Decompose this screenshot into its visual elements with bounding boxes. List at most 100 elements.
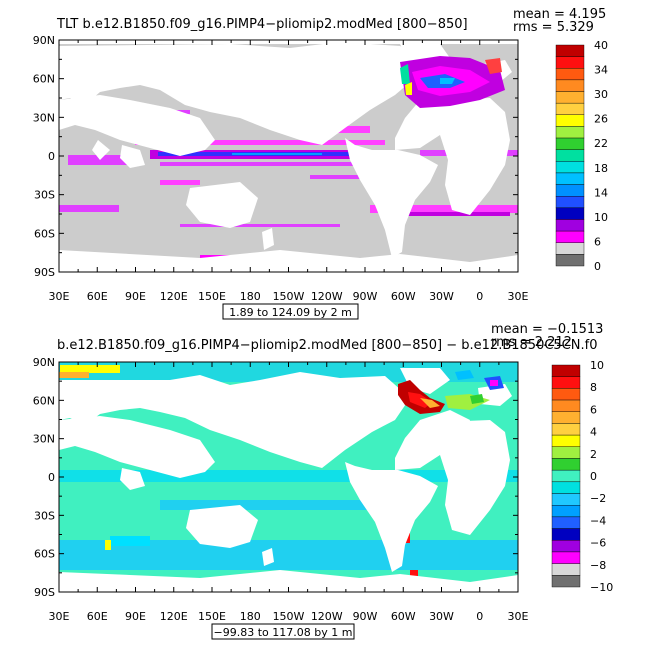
- x-tick-label: 30E: [508, 290, 529, 303]
- colorbar-label: 40: [594, 39, 608, 52]
- colorbar-cell: [551, 505, 581, 518]
- colorbar-cell: [551, 423, 581, 436]
- x-tick-label: 60E: [87, 610, 108, 623]
- panel-1-title: TLT b.e12.B1850.f09_g16.PIMP4−pliomip2.m…: [56, 17, 468, 32]
- panel-2-north-atlantic-patch: [398, 370, 504, 414]
- panel-2-map: [59, 362, 518, 592]
- colorbar-label: −10: [590, 581, 613, 594]
- panel-1-subtitle-box: [222, 303, 359, 320]
- x-tick-label: 30E: [49, 610, 70, 623]
- colorbar-label: −6: [590, 537, 606, 550]
- x-tick-label: 60E: [87, 290, 108, 303]
- colorbar-cell: [551, 540, 581, 553]
- y-tick-label: 90S: [34, 586, 55, 599]
- panel-2-land: [59, 368, 518, 592]
- y-tick-label: 60S: [34, 548, 55, 561]
- y-tick-label: 30S: [34, 189, 55, 202]
- colorbar-label: 22: [594, 137, 608, 150]
- colorbar-cell: [555, 161, 585, 174]
- colorbar-label: 6: [594, 235, 601, 248]
- panel-2-rms: rms = 2.212: [491, 335, 572, 350]
- x-tick-label: 90W: [353, 610, 378, 623]
- colorbar-cell: [555, 207, 585, 220]
- colorbar-cell: [555, 172, 585, 185]
- x-tick-label: 30E: [49, 290, 70, 303]
- colorbar-cell: [555, 196, 585, 209]
- panel-1-y-axis: 90N 60N 30N 0 30S 60S 90S: [33, 34, 518, 279]
- colorbar-cell: [551, 481, 581, 494]
- y-tick-label: 30N: [33, 433, 55, 446]
- x-tick-label: 90E: [125, 290, 146, 303]
- panel-1-land: [59, 42, 518, 272]
- x-tick-label: 30E: [508, 610, 529, 623]
- y-tick-label: 30N: [33, 111, 55, 124]
- colorbar-label: 8: [590, 381, 597, 394]
- x-tick-label: 180: [240, 290, 261, 303]
- y-tick-label: 60S: [34, 227, 55, 240]
- colorbar-cell: [555, 137, 585, 150]
- x-tick-label: 120E: [160, 610, 188, 623]
- colorbar-cell: [555, 44, 585, 57]
- colorbar-cell: [555, 242, 585, 255]
- colorbar-cell: [551, 376, 581, 389]
- colorbar-cell: [551, 446, 581, 459]
- colorbar-cell: [555, 126, 585, 139]
- x-tick-label: 90W: [353, 290, 378, 303]
- x-tick-label: 120W: [311, 290, 343, 303]
- y-tick-label: 60N: [33, 73, 55, 86]
- panel-2-title: b.e12.B1850.f09_g16.PIMP4−pliomip2.modMe…: [57, 338, 597, 353]
- colorbar-cell: [551, 434, 581, 447]
- colorbar-cell: [555, 149, 585, 162]
- x-tick-label: 120W: [311, 610, 343, 623]
- panel-1-colorbar: 40 34 30 26 22 18 14 10 6 0: [555, 39, 608, 273]
- colorbar-cell: [551, 563, 581, 576]
- colorbar-cell: [551, 528, 581, 541]
- panel-1-x-axis: 30E 60E 90E 120E 150E 180 150W 120W 90W 60W 30W 0 30…: [49, 40, 529, 303]
- colorbar-label: 0: [590, 470, 597, 483]
- colorbar-label: 34: [594, 64, 608, 77]
- colorbar-cell: [551, 364, 581, 377]
- y-tick-label: 30S: [34, 509, 55, 522]
- x-tick-label: 150W: [273, 610, 305, 623]
- colorbar-cell: [555, 254, 585, 267]
- y-tick-label: 90N: [33, 356, 55, 369]
- colorbar-cell: [555, 114, 585, 127]
- colorbar-label: 4: [590, 426, 597, 439]
- colorbar-cell: [551, 551, 581, 564]
- colorbar-label: 0: [594, 260, 601, 273]
- colorbar-cell: [551, 388, 581, 401]
- colorbar-cell: [551, 469, 581, 483]
- colorbar-cell: [555, 79, 585, 92]
- panel-2-colorbar: 10 8 6 4 2 0 −2 −4 −6 −8 −10: [551, 359, 613, 594]
- panel-1-subtitle: 1.89 to 124.09 by 2 m: [229, 306, 352, 319]
- colorbar-cell: [555, 230, 585, 243]
- colorbar-cell: [555, 68, 585, 81]
- x-tick-label: 180: [240, 610, 261, 623]
- colorbar-label: 10: [594, 211, 608, 224]
- colorbar-cell: [551, 399, 581, 412]
- y-tick-label: 0: [48, 471, 55, 484]
- panel-2: 90N 60N 30N 0 30S 60S 90S 30E 60E 90E 120E 150E 180…: [33, 322, 613, 640]
- colorbar-label: 26: [594, 113, 608, 126]
- colorbar-cell: [555, 91, 585, 104]
- y-tick-label: 0: [48, 150, 55, 163]
- x-tick-label: 30W: [429, 290, 454, 303]
- panel-2-subtitle-box: [211, 623, 355, 640]
- colorbar-cell: [551, 575, 581, 588]
- panel-2-subtitle: −99.83 to 117.08 by 1 m: [214, 626, 353, 639]
- x-tick-label: 60W: [391, 610, 416, 623]
- x-tick-label: 0: [476, 290, 483, 303]
- colorbar-cell: [555, 102, 585, 115]
- colorbar-label: 18: [594, 162, 608, 175]
- colorbar-cell: [555, 219, 585, 232]
- x-tick-label: 150E: [198, 610, 226, 623]
- colorbar-cell: [551, 458, 581, 471]
- panel-2-y-axis: 90N 60N 30N 0 30S 60S 90S: [33, 356, 518, 599]
- x-tick-label: 60W: [391, 290, 416, 303]
- colorbar-label: 14: [594, 186, 608, 199]
- colorbar-cell: [551, 493, 581, 506]
- colorbar-label: −8: [590, 559, 606, 572]
- panel-2-mean: mean = −0.1513: [491, 322, 603, 337]
